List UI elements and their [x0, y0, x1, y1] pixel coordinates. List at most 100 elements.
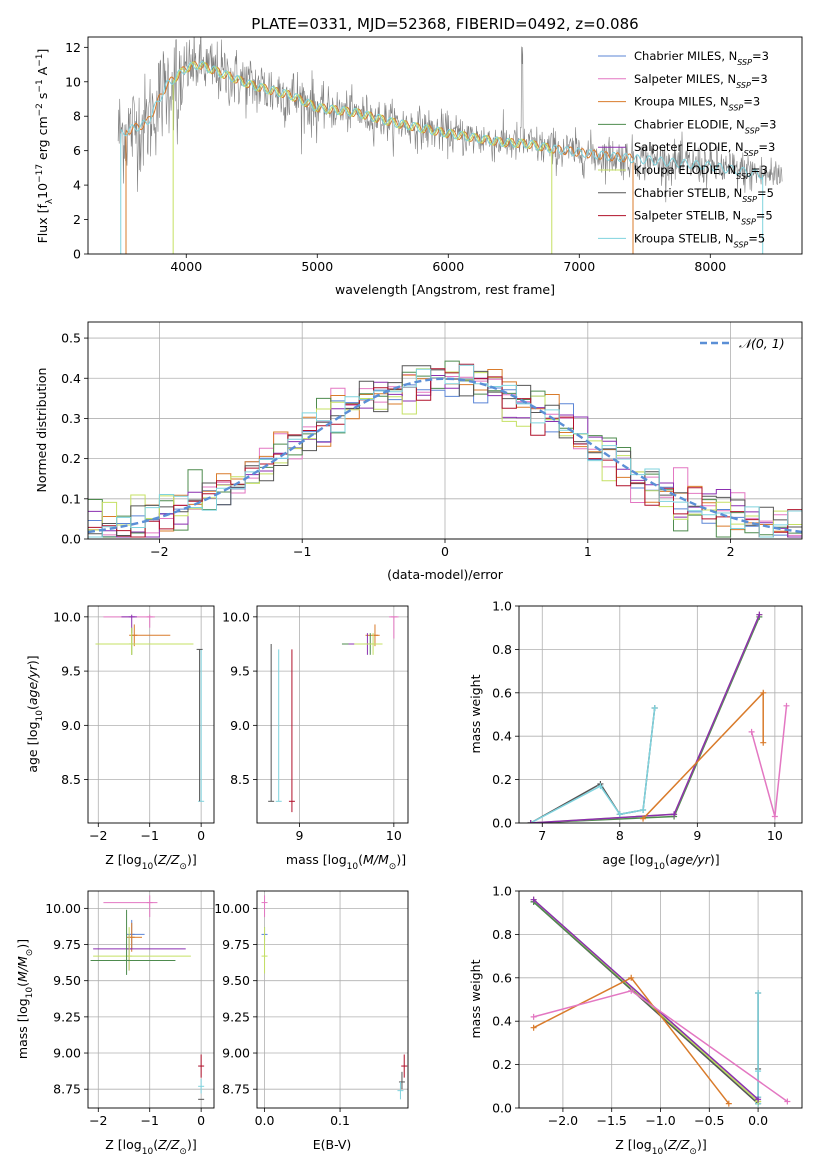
point-marker — [760, 739, 767, 746]
y-tick-label: 0.4 — [492, 1014, 512, 1029]
point-marker — [640, 806, 647, 813]
axes-frame — [87, 36, 803, 255]
x-tick-label: −2 — [89, 828, 107, 843]
figure-title: PLATE=0331, MJD=52368, FIBERID=0492, z=0… — [251, 15, 638, 33]
histogram-chabrier_stelib — [88, 365, 802, 536]
point-marker — [530, 896, 537, 903]
legend-label-kroupa_stelib: Kroupa STELIB, NSSP=5 — [634, 231, 765, 249]
x-tick-label: −1 — [293, 544, 311, 559]
panel-residuals: −2 −1 0 1 2 0.0 0.1 0.2 0.3 0.4 0.5 — [61, 321, 803, 559]
y-tick-label: 9.75 — [53, 937, 81, 952]
series-line-salpeter_miles — [750, 705, 788, 817]
x-axis-label: E(B-V) — [313, 1137, 352, 1152]
x-tick-label: −1.5 — [597, 1113, 627, 1128]
y-tick-label: 0.6 — [492, 970, 512, 985]
point-marker — [651, 704, 658, 711]
legend-label-chabrier_miles: Chabrier MILES, NSSP=3 — [634, 49, 769, 67]
panel-mass_vs_Z: −2 −1 0 8.75 9.00 9.25 9.50 9.75 10.00 — [45, 890, 215, 1128]
point-marker — [597, 783, 604, 790]
y-tick-label: 9.0 — [61, 718, 81, 733]
plot-area — [268, 616, 399, 813]
y-tick-label: 0.1 — [61, 491, 81, 506]
series-line-kroupa_miles — [642, 690, 764, 820]
x-tick-label: 6000 — [432, 259, 464, 274]
y-tick-label: 9.0 — [230, 718, 250, 733]
histogram-chabrier_miles — [88, 378, 802, 538]
y-tick-label: 0.2 — [492, 772, 512, 787]
y-tick-label: 9.50 — [53, 973, 81, 988]
y-tick-label: 4 — [73, 178, 81, 193]
y-tick-label: 0.2 — [492, 1057, 512, 1072]
y-tick-label: 9.5 — [230, 664, 250, 679]
plot-area — [530, 896, 791, 1107]
y-tick-label: 9.00 — [53, 1046, 81, 1061]
point-marker — [748, 728, 755, 735]
axes-frame — [518, 605, 803, 824]
panel-age_vs_mass: 9 10 8.5 9.0 9.5 10.0 — [222, 605, 409, 843]
y-tick-label: 0.0 — [492, 816, 512, 831]
x-tick-label: 8 — [616, 828, 624, 843]
x-axis-label: mass [log10(M/M⊙)] — [286, 852, 406, 872]
y-tick-label: 6 — [73, 143, 81, 158]
plot-area — [117, 37, 783, 254]
axes-frame — [87, 890, 215, 1109]
point-marker — [628, 987, 635, 994]
point-marker — [755, 1068, 762, 1075]
x-tick-label: 8000 — [694, 259, 726, 274]
y-axis-label: mass weight — [468, 674, 483, 753]
axes-frame — [256, 605, 409, 824]
x-tick-label: −1 — [140, 1113, 158, 1128]
x-tick-label: −0.5 — [694, 1113, 724, 1128]
point-marker — [530, 1024, 537, 1031]
x-tick-label: 7000 — [563, 259, 595, 274]
x-tick-label: −2 — [150, 544, 168, 559]
y-tick-label: 9.50 — [222, 973, 250, 988]
legend-label-chabrier_stelib: Chabrier STELIB, NSSP=5 — [634, 186, 774, 204]
model-spectrum-kroupa_miles — [125, 61, 633, 163]
legend-label-salpeter_elodie: Salpeter ELODIE, NSSP=3 — [634, 140, 775, 158]
point-marker — [530, 1013, 537, 1020]
y-tick-label: 8.5 — [230, 772, 250, 787]
point-marker — [784, 1098, 791, 1105]
y-tick-label: 1.0 — [492, 884, 512, 899]
y-axis-label: mass [log10(M/M⊙)] — [15, 939, 35, 1059]
plot-area — [88, 360, 802, 538]
point-marker — [771, 813, 778, 820]
y-tick-label: 10.00 — [214, 901, 250, 916]
y-axis-label: age [log10(age/yr)] — [25, 655, 45, 772]
y-tick-label: 0.8 — [492, 927, 512, 942]
y-tick-label: 8 — [73, 109, 81, 124]
axes-frame — [256, 890, 409, 1109]
y-tick-label: 8.5 — [61, 772, 81, 787]
plot-area — [527, 611, 790, 823]
point-marker — [755, 989, 762, 996]
x-axis-label: wavelength [Angstrom, rest frame] — [335, 282, 555, 297]
panel-weight_vs_Z: −2.0 −1.5 −1.0 −0.5 0.0 0.0 0.2 0.4 0.6 0.8 1.0 — [492, 884, 803, 1128]
x-axis-label: Z [log10(Z/Z⊙)] — [105, 1137, 196, 1157]
point-marker — [725, 1100, 732, 1107]
y-tick-label: 0.0 — [492, 1101, 512, 1116]
y-tick-label: 10.0 — [53, 609, 81, 624]
panel-weight_vs_age: 7 8 9 10 0.0 0.2 0.4 0.6 0.8 1.0 — [492, 599, 803, 843]
y-tick-label: 9.25 — [53, 1009, 81, 1024]
y-tick-label: 9.5 — [61, 664, 81, 679]
y-tick-label: 10.0 — [222, 609, 250, 624]
x-tick-label: 0.0 — [748, 1113, 768, 1128]
x-tick-label: −1.0 — [645, 1113, 675, 1128]
point-marker — [755, 1096, 762, 1103]
histogram-salpeter_stelib — [88, 363, 802, 538]
y-tick-label: 0.8 — [492, 642, 512, 657]
point-marker — [616, 811, 623, 818]
point-marker — [628, 974, 635, 981]
x-tick-label: 0 — [197, 1113, 205, 1128]
y-tick-label: 9.00 — [222, 1046, 250, 1061]
point-marker — [783, 702, 790, 709]
x-axis-label: Z [log10(Z/Z⊙)] — [615, 1137, 706, 1157]
x-tick-label: 1 — [584, 544, 592, 559]
x-tick-label: 0.1 — [330, 1113, 350, 1128]
axes-frame — [518, 890, 803, 1109]
x-tick-label: −1 — [140, 828, 158, 843]
y-tick-label: 0.4 — [61, 371, 81, 386]
y-tick-label: 1.0 — [492, 599, 512, 614]
